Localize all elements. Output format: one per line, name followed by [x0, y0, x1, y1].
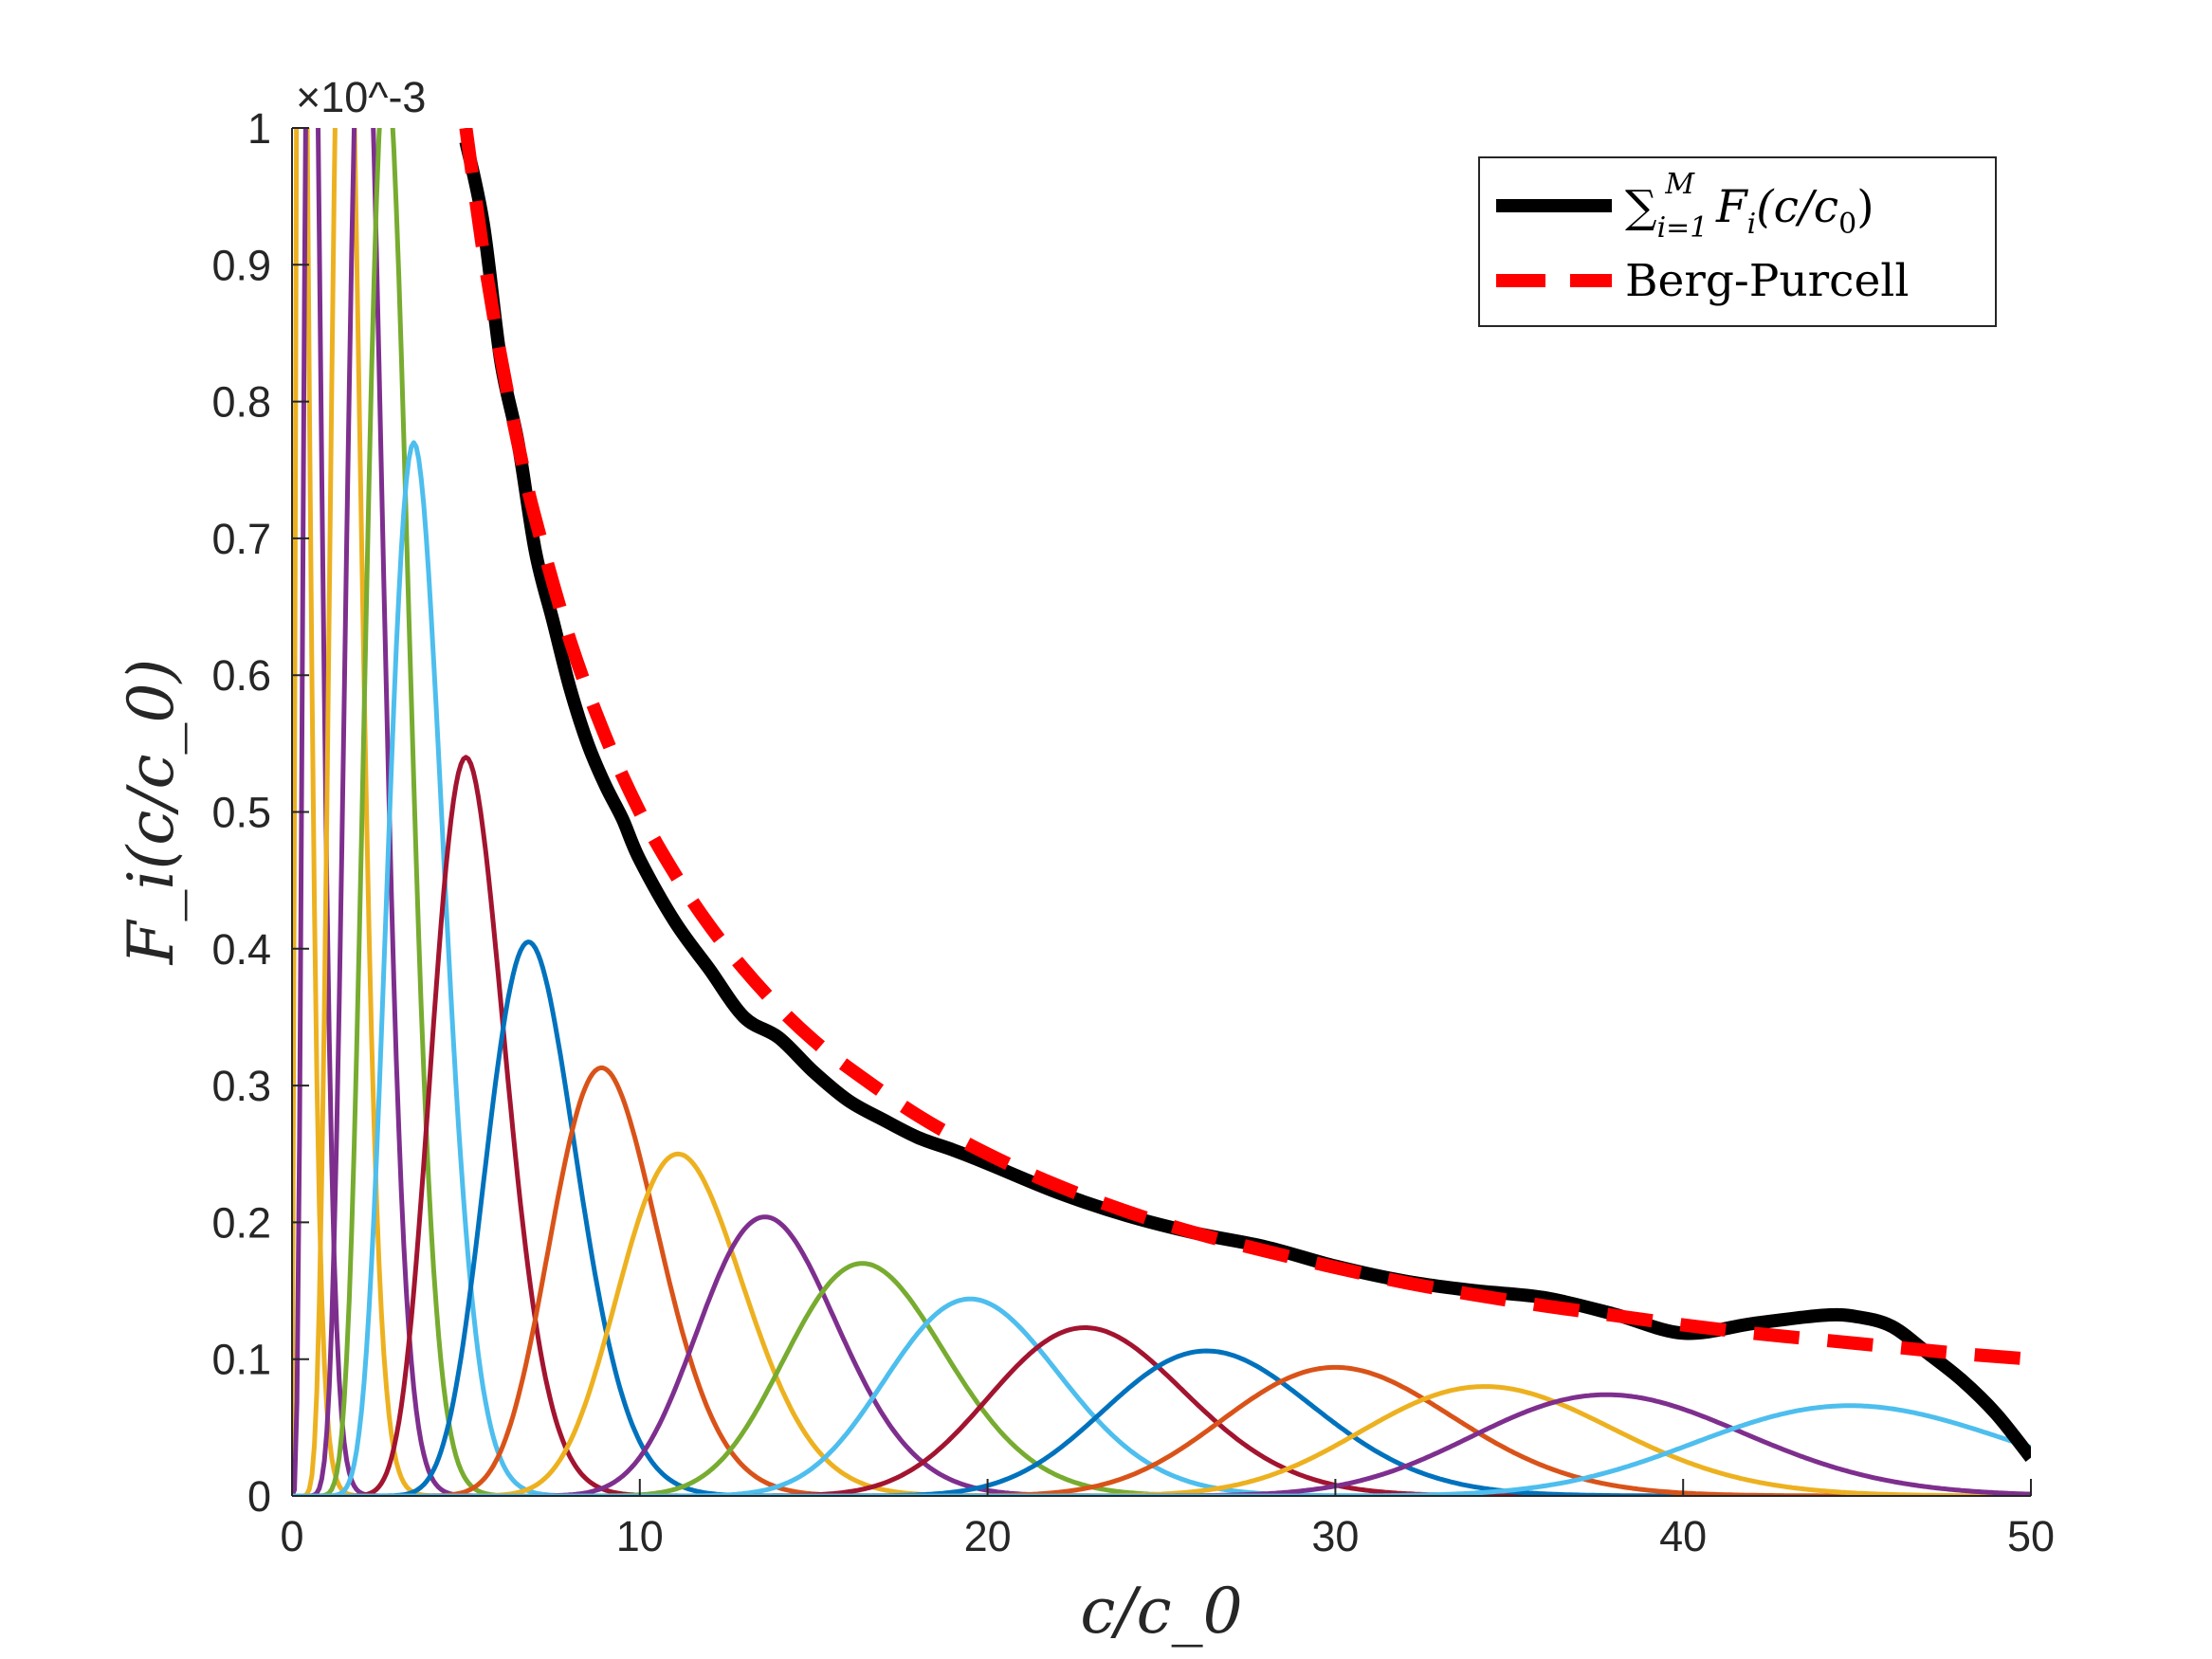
- sum-superscript: M: [1664, 168, 1695, 201]
- legend: ∑i=1 M Fi(c/c0) Berg-Purcell: [1478, 156, 1997, 327]
- series-F13: [292, 1296, 2031, 1496]
- sum-close: ): [1856, 181, 1874, 233]
- series-F8: [292, 939, 2031, 1496]
- sum-symbol: ∑: [1625, 181, 1657, 233]
- x-tick-label: 50: [2007, 1512, 2055, 1560]
- series-F10: [292, 1151, 2031, 1496]
- y-tick-label: 0.9: [211, 241, 271, 289]
- y-tick-label: 0.6: [211, 651, 271, 700]
- y-tick-label: 1: [247, 104, 271, 153]
- y-tick-label: 0.2: [211, 1198, 271, 1247]
- series-sum: [459, 139, 2031, 1462]
- y-axis-label: F_i(c/c_0): [115, 659, 188, 966]
- sum-function-subscript: i: [1747, 208, 1757, 241]
- axes: 0 10 20 30 40 50 0 0.1 0.2 0.3 0.4 0.5 0.6 0.7 0.8 0.9 1: [211, 104, 2055, 1560]
- series-F15: [292, 1348, 2031, 1496]
- sum-argument: (c/c: [1756, 181, 1838, 233]
- series-F19: [292, 1403, 2031, 1496]
- series-F11: [292, 1214, 2031, 1496]
- exponent-label: ×10^-3: [296, 73, 426, 121]
- x-tick-label: 30: [1311, 1512, 1359, 1560]
- x-axis-label: c/c_0: [1080, 1575, 1242, 1648]
- sum-subscript: i=1: [1657, 211, 1709, 245]
- sum-function: F: [1702, 181, 1748, 233]
- x-tick-label: 40: [1659, 1512, 1707, 1560]
- y-tick-label: 0.8: [211, 378, 271, 427]
- legend-box: [1478, 156, 1997, 327]
- x-tick-label: 0: [280, 1512, 303, 1560]
- x-tick-label: 10: [616, 1512, 664, 1560]
- y-tick-label: 0.7: [211, 515, 271, 563]
- y-tick-label: 0: [247, 1472, 271, 1521]
- legend-label-sum: ∑i=1 M Fi(c/c0): [1625, 168, 1874, 245]
- series-F9: [292, 1065, 2031, 1496]
- sum-argument-subscript: 0: [1838, 208, 1856, 241]
- legend-label-berg-purcell: Berg-Purcell: [1625, 255, 1909, 307]
- series-F14: [292, 1325, 2031, 1496]
- x-tick-label: 20: [964, 1512, 1012, 1560]
- y-tick-label: 0.5: [211, 789, 271, 837]
- series-F7: [292, 755, 2031, 1496]
- series-berg-purcell: [459, 128, 2031, 1366]
- plot-area: [292, 128, 2031, 1496]
- y-tick-label: 0.3: [211, 1062, 271, 1110]
- y-tick-label: 0.1: [211, 1336, 271, 1384]
- y-tick-label: 0.4: [211, 925, 271, 974]
